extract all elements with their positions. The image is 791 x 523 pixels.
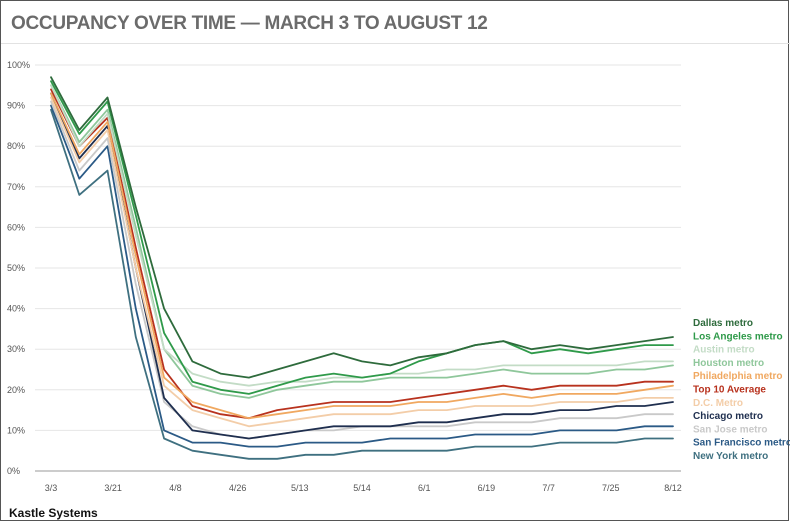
y-tick-label: 70%	[7, 182, 25, 192]
x-tick-label: 6/19	[478, 483, 496, 493]
x-tick-label: 3/3	[45, 483, 58, 493]
x-tick-label: 4/26	[229, 483, 247, 493]
series-line-philadelphia-metro	[50, 92, 674, 420]
legend-entry-san-jose-metro: San Jose metro	[693, 424, 767, 435]
x-tick-label: 3/21	[104, 483, 122, 493]
legend-entry-philadelphia-metro: Philadelphia metro	[693, 371, 782, 382]
y-tick-label: 20%	[7, 385, 25, 395]
series-line-top-10-average	[50, 88, 674, 420]
series-line-chicago-metro	[50, 92, 674, 440]
legend-entry-top-10-average: Top 10 Average	[693, 385, 766, 396]
x-tick-label: 4/8	[169, 483, 182, 493]
gridlines	[35, 64, 681, 472]
x-tick-label: 8/12	[664, 483, 682, 493]
y-tick-label: 60%	[7, 222, 25, 232]
legend: Dallas metro Los Angeles metro Austin metr…	[693, 318, 790, 462]
x-axis-tick-labels: 3/3 3/21 4/8 4/26 5/13 5/14 6/1 6/19 7/7 7/25 8/12	[45, 483, 682, 493]
series-line-d-c-metro	[50, 96, 674, 428]
y-tick-label: 80%	[7, 141, 25, 151]
legend-entry-dallas-metro: Dallas metro	[693, 318, 753, 329]
legend-entry-chicago-metro: Chicago metro	[693, 411, 763, 422]
y-tick-label: 10%	[7, 425, 25, 435]
x-tick-label: 5/13	[291, 483, 309, 493]
legend-entry-san-francisco-metro: San Francisco metro	[693, 438, 790, 449]
series-line-houston-metro	[50, 84, 674, 399]
y-tick-label: 30%	[7, 344, 25, 354]
y-tick-label: 90%	[7, 101, 25, 111]
x-tick-label: 5/14	[353, 483, 371, 493]
y-tick-label: 40%	[7, 304, 25, 314]
x-tick-label: 6/1	[418, 483, 431, 493]
series-lines	[50, 76, 674, 460]
legend-entry-houston-metro: Houston metro	[693, 358, 764, 369]
legend-entry-new-york-metro: New York metro	[693, 451, 768, 462]
x-tick-label: 7/25	[602, 483, 620, 493]
source-label: Kastle Systems	[9, 506, 98, 520]
y-tick-label: 50%	[7, 263, 25, 273]
series-line-dallas-metro	[50, 76, 674, 379]
y-axis-tick-labels: 0% 10% 20% 30% 40% 50% 60% 70% 80% 90% 100%	[7, 60, 30, 476]
series-line-new-york-metro	[50, 108, 674, 460]
series-line-san-francisco-metro	[50, 104, 674, 448]
y-tick-label: 100%	[7, 60, 30, 70]
x-tick-label: 7/7	[542, 483, 555, 493]
title-divider	[1, 43, 790, 44]
chart-title: OCCUPANCY OVER TIME — MARCH 3 TO AUGUST …	[11, 13, 488, 34]
series-line-los-angeles-metro	[50, 80, 674, 395]
legend-entry-d-c-metro: D.C. Metro	[693, 398, 743, 409]
legend-entry-austin-metro: Austin metro	[693, 345, 755, 356]
y-tick-label: 0%	[7, 466, 20, 476]
legend-entry-los-angeles-metro: Los Angeles metro	[693, 331, 783, 342]
